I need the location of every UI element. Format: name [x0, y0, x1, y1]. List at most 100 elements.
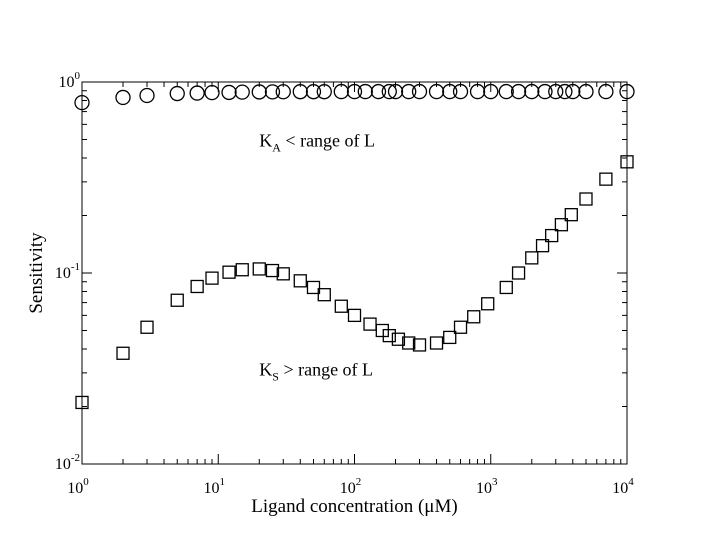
annotation-ka: KA < range of L: [259, 130, 375, 154]
square-point: [391, 332, 406, 346]
x-tick-label: 102: [340, 476, 362, 497]
circle-point: [411, 83, 428, 100]
square-point: [429, 336, 444, 350]
x-tick-label: 100: [67, 476, 89, 497]
circle-point: [578, 83, 594, 100]
circle-point: [115, 89, 131, 106]
x-tick-label: 101: [204, 476, 226, 497]
x-tick-label-base: 10: [204, 480, 220, 497]
square-point: [276, 267, 290, 281]
square-point: [116, 346, 130, 360]
square-point: [252, 262, 266, 276]
circle-point: [370, 83, 387, 100]
circle-point: [169, 85, 185, 102]
annotation-ks-text: KS > range of L: [259, 360, 373, 384]
annotation-ka-rest: < range of L: [281, 130, 375, 150]
circle-point: [565, 83, 581, 100]
series-ks: [75, 155, 634, 410]
circle-point: [305, 84, 322, 100]
square-point: [235, 263, 249, 277]
square-point: [620, 155, 634, 169]
square-point: [481, 297, 495, 311]
y-tick-label-base: 10: [55, 265, 71, 282]
square-point: [293, 274, 307, 288]
square-point: [545, 228, 559, 243]
circle-point: [452, 83, 469, 100]
square-point: [453, 320, 468, 334]
circle-point: [264, 84, 281, 100]
y-tick-label-base: 10: [55, 456, 71, 473]
circle-point: [524, 83, 540, 100]
y-tick-label: 10-1: [55, 261, 80, 282]
square-point: [75, 395, 89, 410]
circle-point: [204, 84, 220, 101]
annotation-ka-main: K: [259, 130, 272, 150]
square-point: [375, 323, 389, 338]
square-point: [554, 218, 569, 232]
circle-point: [74, 94, 90, 111]
y-tick-label-exp: -2: [71, 452, 80, 464]
x-tick-label-base: 10: [340, 480, 356, 497]
x-tick-label-base: 10: [67, 480, 83, 497]
circle-point: [139, 87, 155, 104]
annotation-ks-rest: > range of L: [279, 360, 373, 380]
x-tick-label-exp: 2: [356, 476, 362, 488]
circle-point: [292, 84, 308, 100]
y-axis-label: Sensitivity: [26, 232, 47, 314]
y-tick-label-exp: -1: [71, 261, 80, 273]
circle-point: [469, 83, 486, 100]
square-point: [265, 263, 280, 278]
square-point: [140, 320, 154, 334]
square-point: [170, 293, 184, 307]
circle-point: [357, 83, 373, 100]
series-ka: [74, 83, 635, 111]
square-point: [511, 266, 526, 280]
data-points: [74, 83, 635, 410]
square-point: [499, 280, 513, 295]
circle-point: [316, 84, 332, 100]
circle-point: [189, 85, 205, 101]
square-point: [599, 172, 613, 186]
circle-point: [442, 83, 458, 100]
circle-point: [381, 83, 397, 100]
circle-point: [498, 83, 514, 100]
annotation-ks: KS > range of L: [259, 360, 373, 384]
annotation-ks-sub: S: [272, 370, 279, 384]
circle-point: [333, 83, 349, 100]
circle-point: [557, 83, 573, 100]
y-tick-label: 10-2: [55, 452, 80, 473]
x-tick-label-exp: 3: [492, 476, 498, 488]
circle-point: [428, 83, 445, 100]
square-point: [443, 330, 457, 345]
square-point: [306, 280, 321, 295]
circle-point: [401, 83, 417, 100]
square-point: [363, 317, 377, 331]
circle-point: [234, 84, 250, 100]
y-tick-label-exp: 0: [75, 70, 81, 82]
x-tick-label-exp: 1: [220, 476, 226, 488]
circle-point: [548, 83, 564, 100]
x-tick-label-exp: 4: [628, 476, 634, 488]
circle-point: [510, 83, 527, 100]
square-point: [347, 308, 362, 323]
square-point: [579, 192, 593, 206]
x-axis-label: Ligand concentration (μM): [251, 496, 457, 517]
square-point: [412, 338, 427, 352]
square-point: [382, 328, 396, 343]
square-point: [564, 208, 578, 222]
annotation-ka-text: KA < range of L: [259, 130, 375, 154]
circle-point: [619, 83, 635, 100]
annotation-ka-sub: A: [272, 140, 281, 154]
square-point: [222, 265, 236, 279]
square-point: [205, 271, 219, 285]
circle-point: [346, 83, 363, 100]
x-tick-label: 103: [476, 476, 498, 497]
circle-point: [221, 84, 237, 101]
square-point: [190, 279, 204, 294]
square-point: [467, 310, 481, 324]
x-tick-label-base: 10: [612, 480, 628, 497]
circle-point: [598, 83, 614, 100]
circle-point: [275, 84, 291, 100]
square-point: [535, 239, 550, 253]
